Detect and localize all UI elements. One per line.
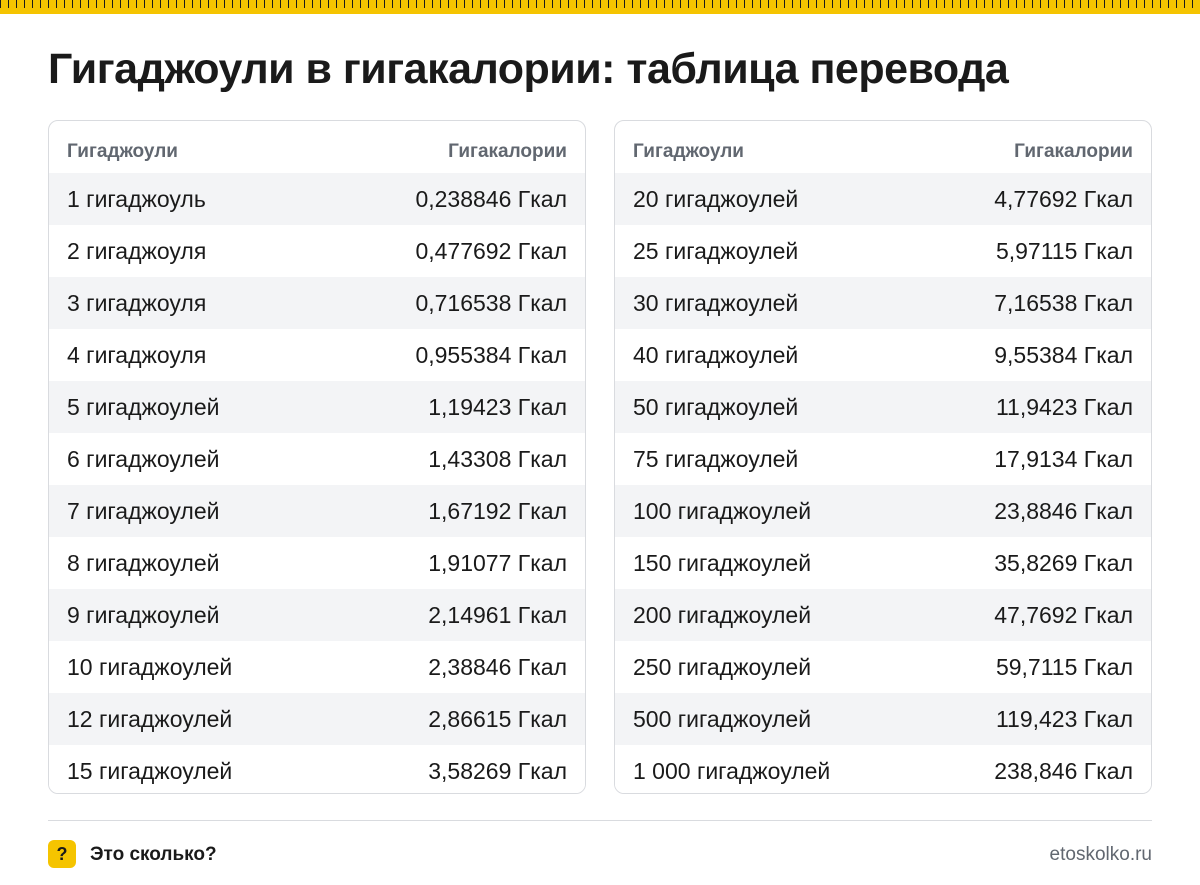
cell-gigacalories: 0,955384 Гкал [415, 341, 567, 368]
site-link[interactable]: etoskolko.ru [1049, 844, 1152, 865]
cell-gigacalories: 11,9423 Гкал [995, 393, 1133, 420]
footer-divider [48, 820, 1152, 821]
cell-gigajoules: 1 000 гигаджоулей [633, 757, 831, 784]
conversion-table-right: Гигаджоули Гигакалории 20 гигаджоулей 4,7… [614, 120, 1152, 794]
table-row: 40 гигаджоулей 9,55384 Гкал [615, 329, 1151, 381]
cell-gigajoules: 10 гигаджоулей [67, 653, 233, 680]
cell-gigacalories: 238,846 Гкал [994, 757, 1133, 784]
cell-gigajoules: 8 гигаджоулей [67, 549, 220, 576]
header-gigajoules: Гигаджоули [633, 141, 744, 162]
cell-gigajoules: 150 гигаджоулей [633, 549, 812, 576]
page-title: Гигаджоули в гигакалории: таблица перево… [48, 45, 1009, 93]
cell-gigajoules: 50 гигаджоулей [633, 393, 799, 420]
cell-gigacalories: 1,19423 Гкал [428, 393, 567, 420]
table-row: 1 000 гигаджоулей 238,846 Гкал [615, 745, 1151, 793]
table-row: 4 гигаджоуля 0,955384 Гкал [49, 329, 585, 381]
conversion-table-left: Гигаджоули Гигакалории 1 гигаджоуль 0,238… [48, 120, 586, 794]
header-gigajoules: Гигаджоули [67, 141, 178, 162]
cell-gigajoules: 200 гигаджоулей [633, 601, 812, 628]
table-row: 25 гигаджоулей 5,97115 Гкал [615, 225, 1151, 277]
table-row: 30 гигаджоулей 7,16538 Гкал [615, 277, 1151, 329]
cell-gigacalories: 4,77692 Гкал [994, 185, 1133, 212]
table-header: Гигаджоули Гигакалории [615, 121, 1151, 173]
table-row: 20 гигаджоулей 4,77692 Гкал [615, 173, 1151, 225]
cell-gigacalories: 3,58269 Гкал [428, 757, 567, 784]
cell-gigajoules: 4 гигаджоуля [67, 341, 207, 368]
table-header: Гигаджоули Гигакалории [49, 121, 585, 173]
cell-gigacalories: 2,86615 Гкал [428, 705, 567, 732]
cell-gigacalories: 23,8846 Гкал [994, 497, 1133, 524]
cell-gigajoules: 100 гигаджоулей [633, 497, 812, 524]
ruler-decoration [0, 0, 1200, 14]
cell-gigacalories: 1,91077 Гкал [428, 549, 567, 576]
table-row: 500 гигаджоулей 119,423 Гкал [615, 693, 1151, 745]
question-mark-icon: ? [48, 840, 76, 868]
cell-gigacalories: 5,97115 Гкал [995, 237, 1133, 264]
cell-gigacalories: 0,477692 Гкал [415, 237, 567, 264]
table-body-left: 1 гигаджоуль 0,238846 Гкал 2 гигаджоуля 0,… [49, 173, 585, 793]
table-row: 50 гигаджоулей 11,9423 Гкал [615, 381, 1151, 433]
cell-gigajoules: 12 гигаджоулей [67, 705, 233, 732]
cell-gigajoules: 9 гигаджоулей [67, 601, 220, 628]
cell-gigajoules: 7 гигаджоулей [67, 497, 220, 524]
header-gigacalories: Гигакалории [448, 141, 567, 162]
brand-name: Это сколько? [90, 844, 217, 865]
cell-gigacalories: 47,7692 Гкал [994, 601, 1133, 628]
cell-gigajoules: 75 гигаджоулей [633, 445, 799, 472]
table-row: 15 гигаджоулей 3,58269 Гкал [49, 745, 585, 793]
cell-gigajoules: 15 гигаджоулей [67, 757, 233, 784]
table-row: 7 гигаджоулей 1,67192 Гкал [49, 485, 585, 537]
cell-gigajoules: 2 гигаджоуля [67, 237, 207, 264]
table-row: 5 гигаджоулей 1,19423 Гкал [49, 381, 585, 433]
cell-gigajoules: 20 гигаджоулей [633, 185, 799, 212]
cell-gigacalories: 17,9134 Гкал [994, 445, 1133, 472]
cell-gigajoules: 25 гигаджоулей [633, 237, 799, 264]
table-row: 100 гигаджоулей 23,8846 Гкал [615, 485, 1151, 537]
cell-gigacalories: 2,38846 Гкал [428, 653, 567, 680]
table-row: 12 гигаджоулей 2,86615 Гкал [49, 693, 585, 745]
cell-gigacalories: 9,55384 Гкал [994, 341, 1133, 368]
table-row: 2 гигаджоуля 0,477692 Гкал [49, 225, 585, 277]
cell-gigacalories: 1,67192 Гкал [428, 497, 567, 524]
cell-gigacalories: 1,43308 Гкал [428, 445, 567, 472]
cell-gigacalories: 2,14961 Гкал [428, 601, 567, 628]
table-row: 3 гигаджоуля 0,716538 Гкал [49, 277, 585, 329]
cell-gigajoules: 1 гигаджоуль [67, 185, 206, 212]
table-body-right: 20 гигаджоулей 4,77692 Гкал 25 гигаджоуле… [615, 173, 1151, 793]
table-row: 1 гигаджоуль 0,238846 Гкал [49, 173, 585, 225]
table-row: 6 гигаджоулей 1,43308 Гкал [49, 433, 585, 485]
table-row: 75 гигаджоулей 17,9134 Гкал [615, 433, 1151, 485]
cell-gigacalories: 59,7115 Гкал [995, 653, 1133, 680]
table-row: 9 гигаджоулей 2,14961 Гкал [49, 589, 585, 641]
table-row: 150 гигаджоулей 35,8269 Гкал [615, 537, 1151, 589]
header-gigacalories: Гигакалории [1014, 141, 1133, 162]
cell-gigajoules: 500 гигаджоулей [633, 705, 812, 732]
table-row: 10 гигаджоулей 2,38846 Гкал [49, 641, 585, 693]
cell-gigajoules: 40 гигаджоулей [633, 341, 799, 368]
cell-gigajoules: 250 гигаджоулей [633, 653, 812, 680]
cell-gigajoules: 3 гигаджоуля [67, 289, 207, 316]
table-row: 200 гигаджоулей 47,7692 Гкал [615, 589, 1151, 641]
cell-gigajoules: 30 гигаджоулей [633, 289, 799, 316]
cell-gigacalories: 0,716538 Гкал [415, 289, 567, 316]
table-row: 8 гигаджоулей 1,91077 Гкал [49, 537, 585, 589]
cell-gigajoules: 6 гигаджоулей [67, 445, 220, 472]
cell-gigacalories: 0,238846 Гкал [415, 185, 567, 212]
cell-gigacalories: 119,423 Гкал [995, 705, 1133, 732]
cell-gigacalories: 35,8269 Гкал [994, 549, 1133, 576]
table-row: 250 гигаджоулей 59,7115 Гкал [615, 641, 1151, 693]
cell-gigajoules: 5 гигаджоулей [67, 393, 220, 420]
cell-gigacalories: 7,16538 Гкал [994, 289, 1133, 316]
